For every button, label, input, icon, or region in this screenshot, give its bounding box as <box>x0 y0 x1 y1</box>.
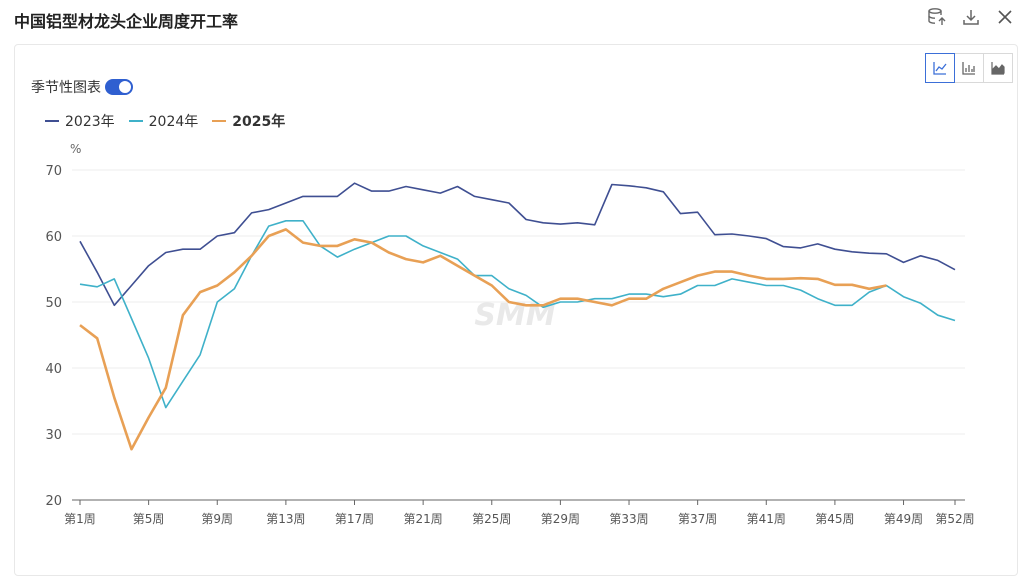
x-tick-label-29: 第29周 <box>541 512 580 526</box>
area-chart-button[interactable] <box>983 53 1013 83</box>
series-line-2025 <box>79 228 887 451</box>
y-axis-unit: % <box>70 142 81 156</box>
x-tick-label-49: 第49周 <box>884 512 923 526</box>
x-tick-label-41: 第41周 <box>747 512 786 526</box>
seasonal-toggle-row: 季节性图表 <box>31 77 133 97</box>
x-tick-label-9: 第9周 <box>201 512 233 526</box>
bar-chart-button[interactable] <box>954 53 984 83</box>
legend-label-2025: 2025年 <box>232 114 286 130</box>
legend-item-2024[interactable]: 2024年 <box>128 111 199 131</box>
download-icon[interactable] <box>960 6 982 28</box>
series-line-2023 <box>79 182 956 307</box>
legend-swatch-2023 <box>45 120 59 122</box>
y-tick-label-40: 40 <box>45 362 62 377</box>
y-tick-label-60: 60 <box>45 230 62 245</box>
legend-item-2025[interactable]: 2025年 <box>212 111 285 131</box>
legend-swatch-2024 <box>128 120 143 122</box>
x-tick-label-37: 第37周 <box>678 512 717 526</box>
y-tick-label-50: 50 <box>45 296 62 311</box>
page-title: 中国铝型材龙头企业周度开工率 <box>14 12 239 31</box>
close-icon[interactable] <box>994 6 1016 28</box>
x-tick-label-33: 第33周 <box>609 512 648 526</box>
x-tick-label-13: 第13周 <box>266 512 305 526</box>
y-tick-label-30: 30 <box>45 428 62 443</box>
legend-swatch-2025 <box>212 120 227 122</box>
seasonal-label: 季节性图表 <box>31 80 101 96</box>
chart-card: 季节性图表 2023年 2024年 2025年 <box>14 44 1018 576</box>
database-export-icon[interactable] <box>926 6 948 28</box>
x-tick-label-17: 第17周 <box>335 512 374 526</box>
seasonal-toggle[interactable] <box>105 79 133 95</box>
line-chart-button[interactable] <box>925 53 955 83</box>
legend-label-2024: 2024年 <box>148 114 199 130</box>
x-tick-label-1: 第1周 <box>64 512 96 526</box>
x-tick-label-45: 第45周 <box>815 512 854 526</box>
legend-label-2023: 2023年 <box>65 114 115 130</box>
x-tick-label-52: 第52周 <box>935 512 974 526</box>
x-tick-label-21: 第21周 <box>403 512 442 526</box>
x-tick-label-5: 第5周 <box>133 512 165 526</box>
series-line-2024 <box>79 220 956 409</box>
top-toolbar <box>926 6 1016 28</box>
y-tick-label-20: 20 <box>45 494 62 509</box>
legend-item-2023[interactable]: 2023年 <box>45 111 115 131</box>
chart-type-switcher <box>925 53 1013 83</box>
y-tick-label-70: 70 <box>45 164 62 179</box>
x-tick-label-25: 第25周 <box>472 512 511 526</box>
legend: 2023年 2024年 2025年 <box>45 111 285 131</box>
